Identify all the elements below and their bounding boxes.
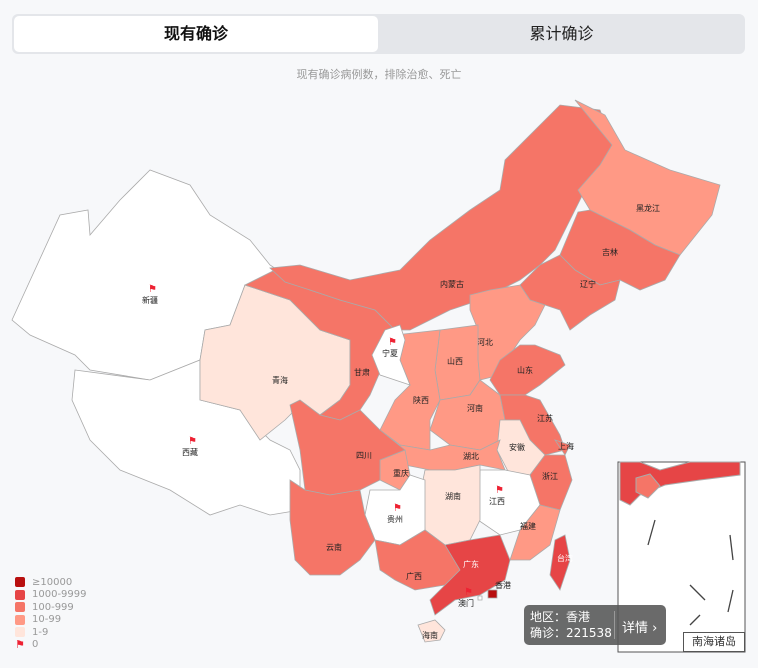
province-shape[interactable] [477, 595, 483, 601]
inset-region [635, 473, 661, 499]
legend-item[interactable]: 100-999 [15, 601, 87, 614]
legend-item[interactable]: ≥10000 [15, 576, 87, 589]
province[interactable]: 海南 [417, 619, 446, 643]
tooltip-divider [614, 611, 615, 639]
province-label: 陕西 [413, 395, 429, 405]
flag-icon: ⚑ [495, 485, 504, 496]
province-label: 海南 [422, 630, 438, 640]
tooltip-count: 221538 [566, 626, 612, 640]
province-label: 宁夏 [382, 348, 398, 358]
legend-item[interactable]: 10-99 [15, 614, 87, 627]
province-shape[interactable] [289, 479, 376, 576]
province-label: 江苏 [537, 413, 553, 423]
province-label: 青海 [272, 375, 288, 385]
province-label: 新疆 [142, 295, 158, 305]
flag-icon: ⚑ [148, 284, 157, 295]
province-label: 吉林 [602, 247, 618, 257]
province-label: 云南 [326, 542, 342, 552]
nine-dash-line [689, 584, 706, 601]
province-shape[interactable] [417, 619, 446, 643]
flag-icon: ⚑ [464, 587, 473, 598]
province-label: 四川 [356, 451, 372, 460]
province[interactable]: 广东 [429, 534, 511, 616]
province[interactable]: 台湾 [549, 534, 573, 591]
province-label: 湖北 [463, 452, 479, 461]
province-label: 黑龙江 [636, 203, 660, 213]
legend-item[interactable]: ⚑ 0 [15, 638, 87, 652]
legend-swatch [15, 614, 25, 625]
legend-label: 10-99 [32, 614, 62, 626]
province-shape[interactable] [554, 439, 571, 456]
province-shape[interactable] [487, 589, 498, 599]
legend-label: 1000-9999 [32, 589, 87, 601]
province-label: 河南 [467, 403, 483, 413]
legend-item[interactable]: 1000-9999 [15, 589, 87, 602]
legend-label: ≥10000 [32, 576, 73, 588]
province-label: 甘肃 [354, 367, 370, 377]
province-label: 福建 [520, 521, 536, 531]
tooltip-count-label: 确诊： [530, 626, 567, 640]
nine-dash-line [729, 534, 734, 561]
inset-region [619, 461, 741, 506]
province-label: 山东 [517, 365, 533, 375]
province[interactable]: ⚑澳门 [458, 587, 483, 608]
flag-icon: ⚑ [393, 503, 402, 514]
province-label: 香港 [495, 580, 511, 590]
flag-icon: ⚑ [188, 436, 197, 447]
province-label: 澳门 [458, 598, 474, 608]
tooltip-detail-link[interactable]: 详情 › [622, 621, 658, 636]
province[interactable]: 云南 [289, 479, 376, 576]
legend-label: 100-999 [32, 601, 74, 613]
province-label: 辽宁 [580, 279, 596, 289]
nine-dash-line [727, 589, 734, 613]
province[interactable]: 上海 [554, 439, 574, 456]
flag-icon: ⚑ [388, 337, 397, 348]
legend-swatch [15, 577, 25, 588]
legend: ≥10000 1000-9999 100-999 10-99 1-9 ⚑ 0 [15, 576, 87, 651]
legend-item[interactable]: 1-9 [15, 626, 87, 639]
province-label: 广东 [463, 559, 479, 569]
province-label: 上海 [558, 441, 574, 451]
province-shape[interactable] [399, 439, 506, 471]
province[interactable]: 香港 [487, 580, 511, 599]
tab-current-confirmed[interactable]: 现有确诊 [14, 16, 378, 52]
legend-label: 1-9 [32, 626, 49, 638]
south-china-sea-label: 南海诸岛 [683, 632, 745, 652]
province-label: 贵州 [387, 514, 403, 524]
province-label: 安徽 [509, 442, 525, 452]
legend-swatch [15, 589, 25, 600]
province-label: 广西 [406, 571, 422, 581]
province-label: 台湾 [557, 553, 573, 563]
tooltip-region-label: 地区： [530, 610, 567, 624]
province-label: 山西 [447, 356, 463, 366]
province-label: 浙江 [542, 471, 558, 481]
map-tooltip: 地区：香港 确诊：221538 详情 › [524, 605, 666, 645]
province-label: 西藏 [182, 447, 198, 457]
tooltip-region: 香港 [566, 610, 591, 624]
province-label: 河北 [477, 337, 493, 347]
province-label: 湖南 [445, 491, 461, 501]
legend-swatch [15, 627, 25, 638]
province-label: 江西 [489, 497, 505, 506]
nine-dash-line [689, 614, 701, 626]
nine-dash-line [647, 519, 656, 546]
province[interactable]: 内蒙古 [269, 104, 616, 331]
tab-bar: 现有确诊 累计确诊 [12, 14, 745, 54]
province-label: 内蒙古 [440, 279, 464, 289]
province[interactable]: 山西 [434, 324, 481, 401]
map-subtitle: 现有确诊病例数，排除治愈、死亡 [296, 68, 462, 81]
province-shape[interactable] [549, 534, 571, 591]
province-label: 重庆 [393, 468, 409, 478]
tab-cumulative-confirmed[interactable]: 累计确诊 [529, 24, 594, 43]
province-shape[interactable] [371, 324, 411, 386]
flag-icon: ⚑ [15, 638, 25, 652]
province-shape[interactable] [429, 534, 511, 616]
province-shape[interactable] [269, 104, 616, 331]
province[interactable]: 湖北 [399, 439, 506, 471]
legend-swatch [15, 602, 25, 613]
province[interactable]: ⚑宁夏 [371, 324, 411, 386]
legend-label: 0 [32, 639, 39, 651]
